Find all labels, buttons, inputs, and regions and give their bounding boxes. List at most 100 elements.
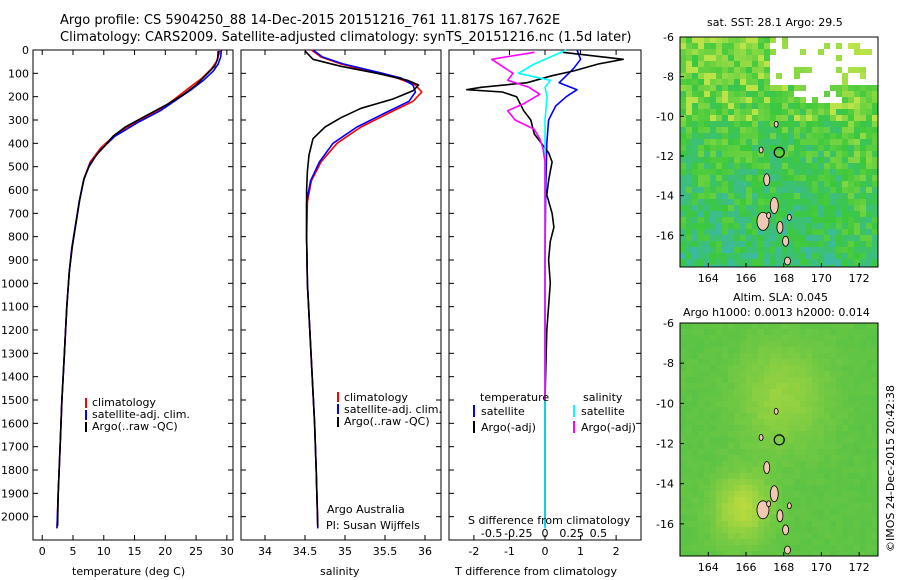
map-cell xyxy=(860,509,866,515)
map-cell xyxy=(812,151,818,157)
map-cell xyxy=(758,241,764,247)
map-cell xyxy=(860,533,866,539)
map-cell xyxy=(788,121,794,127)
map-cell xyxy=(860,413,866,419)
map-cell xyxy=(716,217,722,223)
map-cell xyxy=(740,503,746,509)
map-cell xyxy=(830,521,836,527)
map-cell xyxy=(818,67,824,73)
map-cell xyxy=(806,127,812,133)
map-cell xyxy=(800,133,806,139)
map-cell xyxy=(842,461,848,467)
map-cell xyxy=(800,97,806,103)
map-cell xyxy=(854,49,860,55)
map-cell xyxy=(800,515,806,521)
map-cell xyxy=(704,157,710,163)
map-cell xyxy=(686,181,692,187)
map-cell xyxy=(704,431,710,437)
map-cell xyxy=(698,133,704,139)
map-cell xyxy=(824,467,830,473)
map-cell xyxy=(836,235,842,241)
map-cell xyxy=(830,193,836,199)
map-cell xyxy=(866,121,872,127)
island xyxy=(756,500,770,520)
map-cell xyxy=(776,259,782,265)
temperature-legend: climatology satellite-adj. clim. Argo(..… xyxy=(85,396,190,433)
map-cell xyxy=(764,527,770,533)
map-cell xyxy=(722,491,728,497)
map-cell xyxy=(872,497,878,503)
map-cell xyxy=(746,229,752,235)
map-cell xyxy=(722,551,728,556)
map-cell xyxy=(758,37,764,43)
s-tick-label: 0.25 xyxy=(559,527,584,540)
map-cell xyxy=(758,163,764,169)
map-cell xyxy=(794,413,800,419)
map-cell xyxy=(692,497,698,503)
map-cell xyxy=(818,169,824,175)
map-cell xyxy=(806,187,812,193)
map-cell xyxy=(812,133,818,139)
map-cell xyxy=(770,353,776,359)
map-cell xyxy=(824,407,830,413)
map-cell xyxy=(836,169,842,175)
map-cell xyxy=(728,103,734,109)
map-cell xyxy=(872,461,878,467)
map-cell xyxy=(866,217,872,223)
map-cell xyxy=(710,211,716,217)
map-cell xyxy=(752,37,758,43)
map-cell xyxy=(812,371,818,377)
map-cell xyxy=(788,229,794,235)
map-cell xyxy=(854,145,860,151)
map-cell xyxy=(740,67,746,73)
map-cell xyxy=(698,151,704,157)
map-cell xyxy=(680,533,686,539)
map-cell xyxy=(794,103,800,109)
map-cell xyxy=(746,527,752,533)
map-cell xyxy=(818,341,824,347)
map-cell xyxy=(794,533,800,539)
map-cell xyxy=(752,235,758,241)
map-cell xyxy=(758,419,764,425)
map-cell xyxy=(764,79,770,85)
y-tick-label: 1500 xyxy=(1,394,29,407)
x-tick-label: 164 xyxy=(698,272,719,285)
map-cell xyxy=(704,539,710,545)
map-cell xyxy=(728,43,734,49)
map-cell xyxy=(686,55,692,61)
map-cell xyxy=(698,467,704,473)
map-cell xyxy=(854,223,860,229)
legend-s-satellite: satellite xyxy=(581,405,625,418)
map-cell xyxy=(698,79,704,85)
map-cell xyxy=(716,205,722,211)
map-cell xyxy=(860,175,866,181)
map-cell xyxy=(872,175,878,181)
y-tick-label: 1700 xyxy=(1,441,29,454)
x-tick-label: 166 xyxy=(736,272,757,285)
map-cell xyxy=(872,127,878,133)
map-cell xyxy=(746,335,752,341)
map-cell xyxy=(812,121,818,127)
map-cell xyxy=(842,347,848,353)
map-cell xyxy=(866,157,872,163)
map-cell xyxy=(866,79,872,85)
map-cell xyxy=(734,455,740,461)
map-cell xyxy=(806,425,812,431)
map-cell xyxy=(680,479,686,485)
map-cell xyxy=(866,151,872,157)
map-cell xyxy=(824,515,830,521)
map-cell xyxy=(776,97,782,103)
map-cell xyxy=(806,449,812,455)
map-cell xyxy=(830,121,836,127)
map-cell xyxy=(686,443,692,449)
map-cell xyxy=(872,437,878,443)
y-tick-label: -6 xyxy=(663,317,674,330)
map-cell xyxy=(860,473,866,479)
map-cell xyxy=(854,37,860,43)
map-cell xyxy=(776,491,782,497)
map-cell xyxy=(842,407,848,413)
map-cell xyxy=(692,431,698,437)
map-cell xyxy=(872,545,878,551)
map-cell xyxy=(830,461,836,467)
